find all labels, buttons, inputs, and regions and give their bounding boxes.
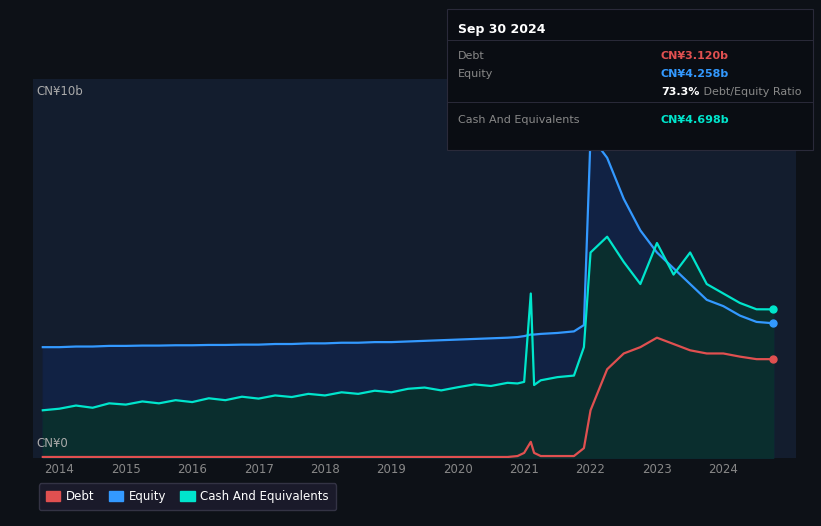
Legend: Debt, Equity, Cash And Equivalents: Debt, Equity, Cash And Equivalents: [39, 483, 337, 510]
Text: Equity: Equity: [458, 69, 493, 79]
Text: Cash And Equivalents: Cash And Equivalents: [458, 115, 580, 125]
Text: CN¥4.258b: CN¥4.258b: [661, 69, 729, 79]
Text: CN¥10b: CN¥10b: [37, 85, 84, 98]
Text: Sep 30 2024: Sep 30 2024: [458, 23, 546, 36]
Text: Debt/Equity Ratio: Debt/Equity Ratio: [700, 87, 802, 97]
Text: 73.3%: 73.3%: [661, 87, 699, 97]
Text: Debt: Debt: [458, 52, 485, 62]
Text: CN¥4.698b: CN¥4.698b: [661, 115, 730, 125]
Text: CN¥3.120b: CN¥3.120b: [661, 52, 729, 62]
Text: CN¥0: CN¥0: [37, 437, 68, 450]
